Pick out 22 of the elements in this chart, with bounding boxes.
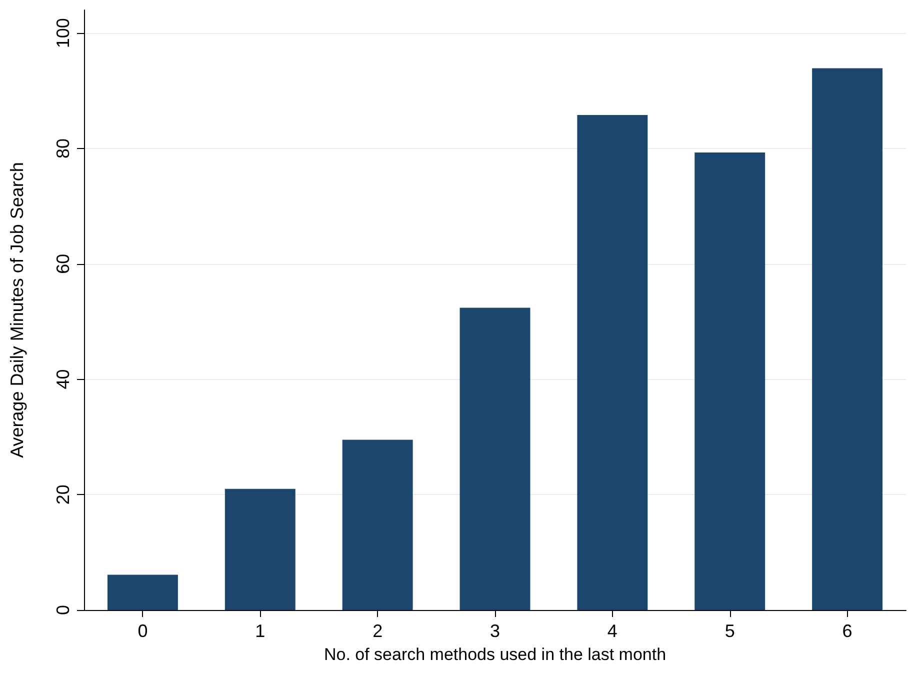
y-tick-label: 40 [53,369,73,390]
x-tick-label: 2 [372,621,383,641]
y-tick-label: 100 [53,18,73,48]
x-tick-label: 0 [138,621,148,641]
y-tick-label: 80 [53,138,73,158]
y-tick-label: 20 [53,484,73,505]
x-axis-title: No. of search methods used in the last month [324,645,666,664]
bar [460,308,530,610]
bar [694,152,766,610]
bar [342,440,413,610]
x-tick-label: 4 [607,621,618,641]
x-tick-label: 3 [490,621,500,641]
y-tick-label: 0 [53,604,73,616]
bar [812,68,883,610]
y-tick-label: 60 [53,254,73,274]
x-tick-label: 6 [842,621,852,641]
x-tick-label: 1 [255,621,266,641]
bar [577,115,648,610]
bar [107,574,178,610]
x-tick-label: 5 [724,621,735,641]
y-axis-title: Average Daily Minutes of Job Search [7,162,27,458]
bar [224,488,296,610]
